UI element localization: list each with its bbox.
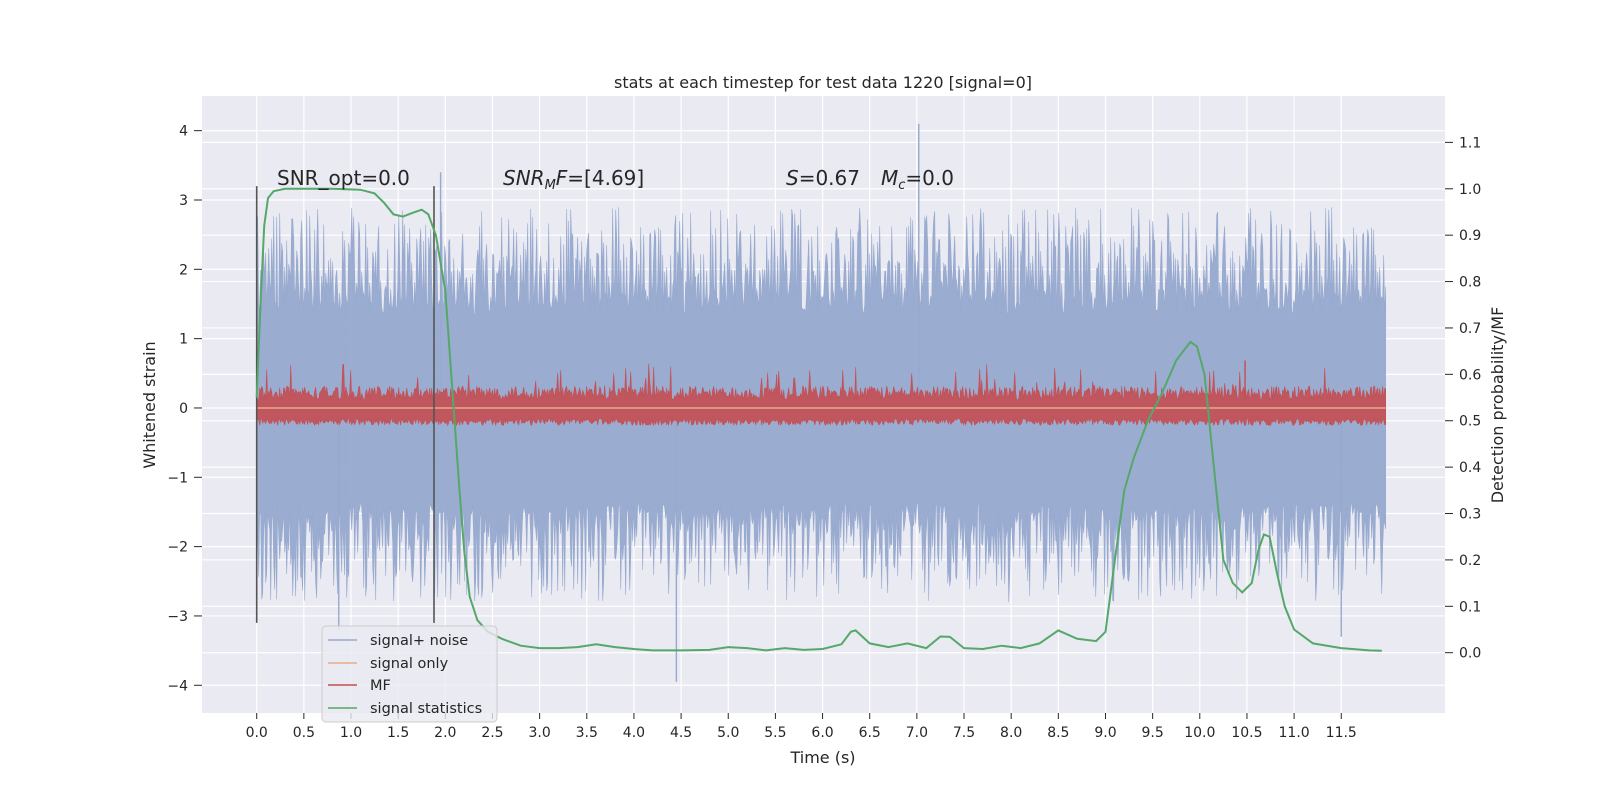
x-tick-label: 8.0 [1000,725,1022,741]
annotation-snr-mf-symbol: SNR [503,166,545,190]
x-tick-label: 11.5 [1326,725,1357,741]
y-tick-label: −4 [167,678,188,694]
x-tick-label: 11.0 [1279,725,1310,741]
chart-title: stats at each timestep for test data 122… [614,73,1032,92]
x-tick-label: 10.5 [1231,725,1262,741]
x-tick-label: 5.5 [764,725,786,741]
y2-tick-label: 0.9 [1459,228,1481,244]
annotation-mc-symbol: M [881,166,898,190]
x-axis-label: Time (s) [789,748,855,767]
annotation-mc-value: =0.0 [905,166,954,190]
annotation-s-value: =0.67 [799,166,860,190]
x-axis-ticks: 0.0 0.5 1.0 1.5 2.0 2.5 3.0 3.5 4.0 4.5 5.0 5.5 6.0 6… [246,713,1357,741]
y2-tick-label: 1.1 [1459,135,1481,151]
y2-tick-label: 0.6 [1459,367,1481,383]
annotation-mc: Mc=0.0 [881,166,954,193]
y-tick-label: 2 [179,262,188,278]
series-signal-statistics [255,187,1382,652]
y-tick-label: 0 [179,401,188,417]
y2-axis-label: Detection probability/MF [1488,307,1507,504]
x-tick-label: 10.0 [1184,725,1215,741]
y2-tick-label: 0.0 [1459,646,1481,662]
y2-tick-label: 0.1 [1459,599,1481,615]
y2-tick-label: 0.2 [1459,553,1481,569]
legend: signal+ noise signal only MF signal stat… [321,625,498,723]
x-tick-label: 2.5 [481,725,503,741]
x-tick-label: 0.5 [293,725,315,741]
annotation-snr-mf: SNRMF=[4.69] [503,166,644,193]
y-axis-ticks: −4 −3 −2 −1 0 1 2 3 4 [167,124,202,694]
x-tick-label: 6.0 [811,725,833,741]
y2-tick-label: 0.3 [1459,507,1481,523]
x-tick-label: 4.5 [670,725,692,741]
x-tick-label: 7.0 [906,725,928,741]
y-tick-label: −2 [167,540,188,556]
legend-label-signal-statistics: signal statistics [370,701,482,717]
legend-label-signal-noise: signal+ noise [370,633,468,649]
y-axis-label: Whitened strain [140,341,159,468]
x-tick-label: 5.0 [717,725,739,741]
x-tick-label: 9.5 [1142,725,1164,741]
y-tick-label: −1 [167,470,188,486]
legend-label-mf: MF [370,678,391,694]
x-tick-label: 3.5 [576,725,598,741]
x-tick-label: 8.5 [1047,725,1069,741]
x-tick-label: 9.0 [1094,725,1116,741]
x-tick-label: 1.5 [387,725,409,741]
annotation-mc-subscript: c [898,178,905,193]
legend-box [321,625,498,723]
y-tick-label: 3 [179,193,188,209]
x-tick-label: 0.0 [246,725,268,741]
y-tick-label: 1 [179,332,188,348]
y2-tick-label: 0.8 [1459,275,1481,291]
x-tick-label: 7.5 [953,725,975,741]
y-tick-label: −3 [167,609,188,625]
y2-tick-label: 0.4 [1459,460,1481,476]
y2-tick-label: 1.0 [1459,182,1481,198]
annotation-s-symbol: S [786,166,799,190]
annotation-snr-mf-f: F [556,166,568,190]
annotation-s: S=0.67 [786,166,860,190]
x-tick-label: 3.0 [528,725,550,741]
annotation-snr-opt: SNR_opt=0.0 [277,166,410,190]
x-tick-label: 6.5 [859,725,881,741]
x-tick-label: 4.0 [623,725,645,741]
y2-tick-label: 0.5 [1459,414,1481,430]
legend-label-signal-only: signal only [370,656,449,672]
y-tick-label: 4 [179,124,188,140]
y2-axis-ticks: 0.0 0.1 0.2 0.3 0.4 0.5 0.6 0.7 0.8 0.9 1.0 1.1 [1445,135,1481,662]
series-mf [256,360,1386,427]
x-tick-label: 2.0 [434,725,456,741]
annotation-snr-mf-value: =[4.69] [567,166,644,190]
annotation-snr-mf-subscript: M [545,178,556,193]
y2-tick-label: 0.7 [1459,321,1481,337]
mf-band [256,363,1386,427]
x-tick-label: 1.0 [340,725,362,741]
vertical-markers [255,186,435,623]
